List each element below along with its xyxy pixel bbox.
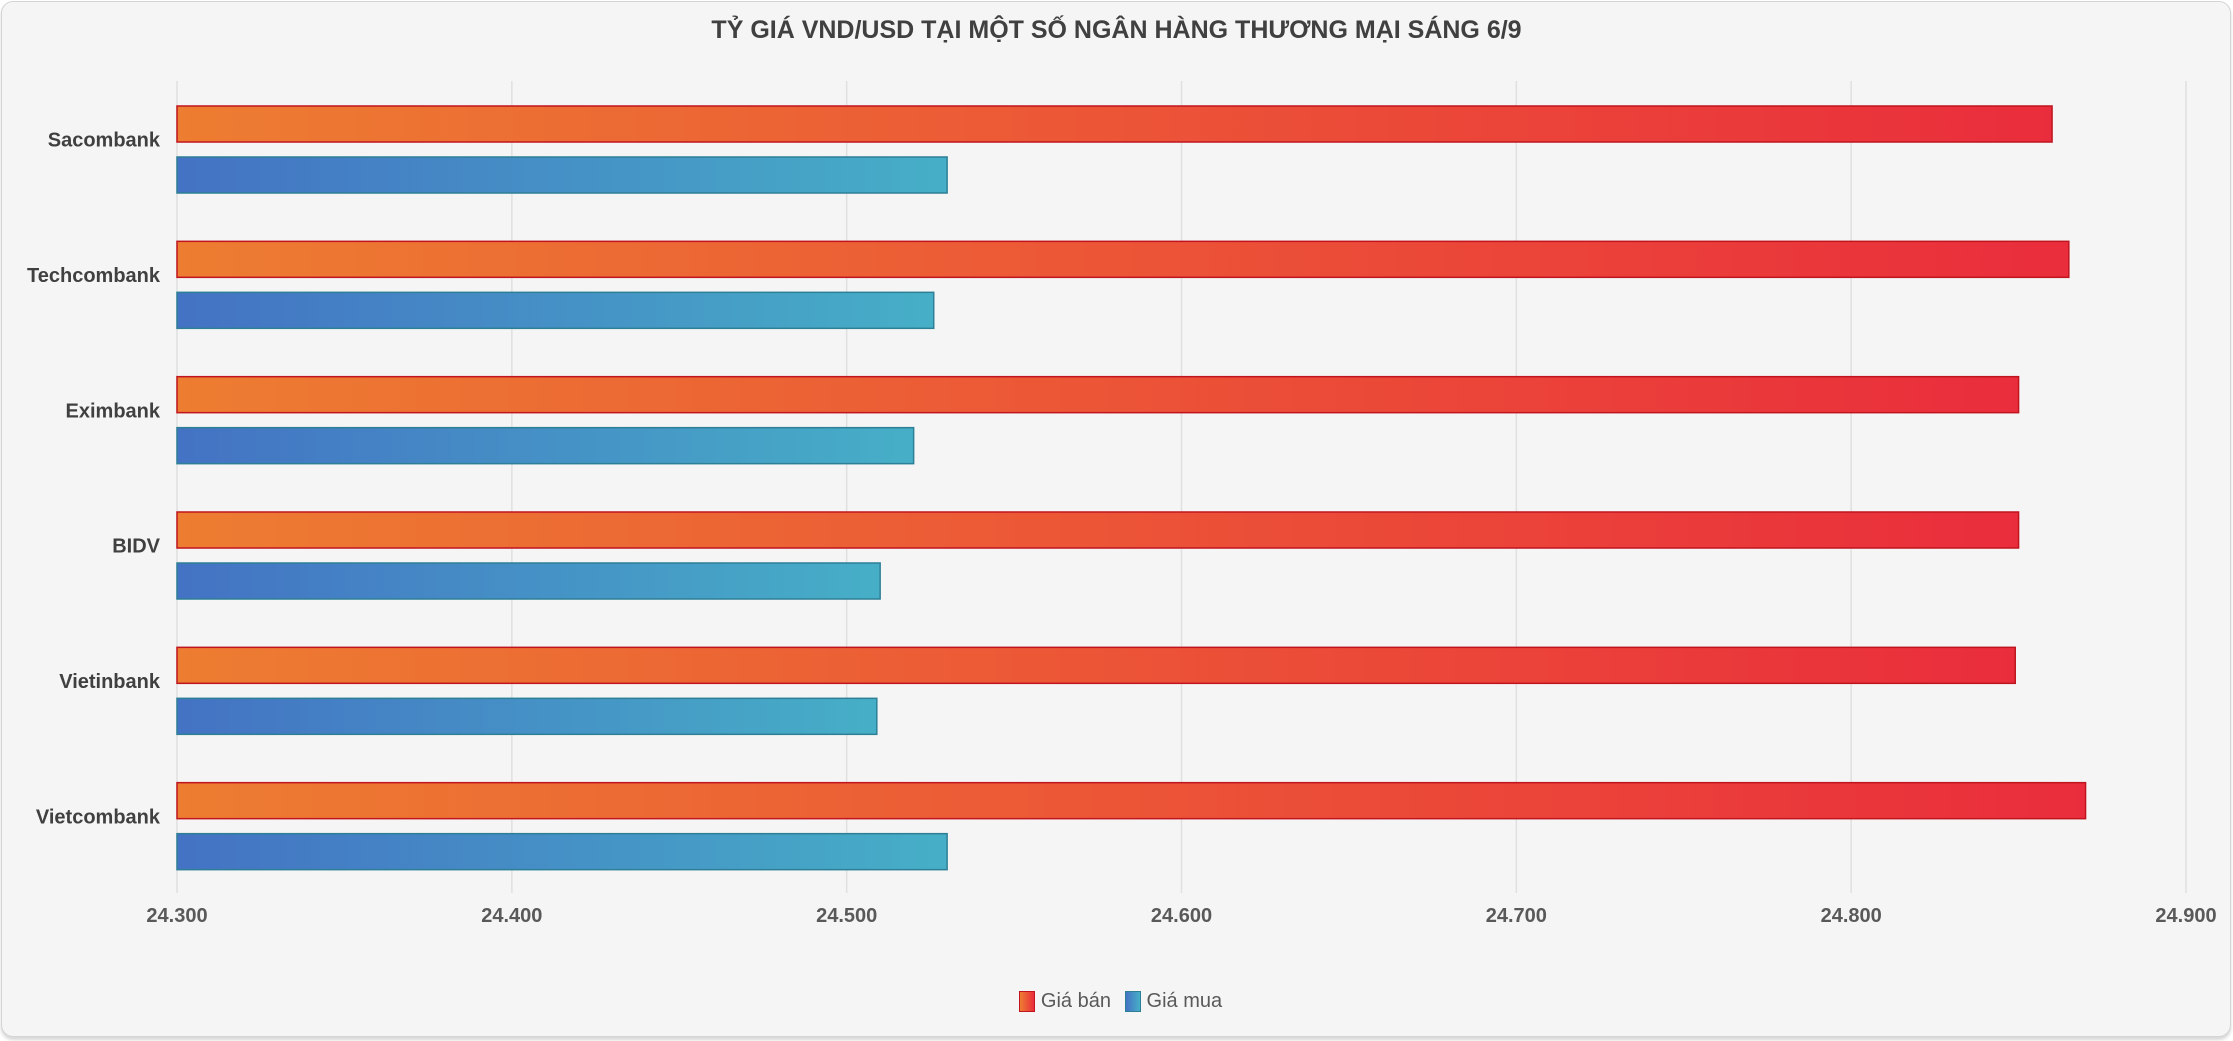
bar-sell	[176, 781, 2087, 820]
x-tick-label: 24.900	[2155, 905, 2216, 927]
y-category-label: Eximbank	[66, 400, 161, 422]
legend-swatch-buy	[1124, 991, 1141, 1013]
bar-sell	[176, 105, 2053, 143]
bar-buy	[176, 156, 948, 194]
legend-label-buy: Giá mua	[1146, 990, 1223, 1013]
chart-title: TỶ GIÁ VND/USD TẠI MỘT SỐ NGÂN HÀNG THƯƠ…	[711, 16, 1522, 44]
x-tick-label: 24.500	[816, 905, 877, 927]
y-category-label: BIDV	[112, 536, 160, 558]
y-category-label: Vietinbank	[59, 671, 161, 693]
legend-swatch-sell	[1018, 991, 1035, 1013]
legend-label-sell: Giá bán	[1040, 990, 1111, 1013]
x-tick-label: 24.400	[481, 905, 542, 927]
bar-buy	[176, 697, 878, 736]
bar-sell	[176, 375, 2020, 414]
y-category-label: Techcombank	[27, 265, 161, 287]
x-tick-label: 24.600	[1151, 905, 1212, 927]
bar-buy	[176, 291, 935, 330]
bar-buy	[176, 832, 948, 871]
y-category-label: Vietcombank	[36, 806, 161, 828]
bar-buy	[176, 562, 881, 600]
bar-buy	[176, 426, 915, 465]
y-category-label: Sacombank	[48, 130, 161, 152]
x-tick-label: 24.800	[1821, 905, 1882, 927]
bar-sell	[176, 240, 2070, 279]
legend: Giá bán Giá mua	[0, 990, 2233, 1013]
bar-sell	[176, 511, 2020, 549]
x-tick-label: 24.700	[1486, 905, 1547, 927]
x-tick-label: 24.300	[146, 905, 207, 927]
bar-sell	[176, 646, 2016, 685]
